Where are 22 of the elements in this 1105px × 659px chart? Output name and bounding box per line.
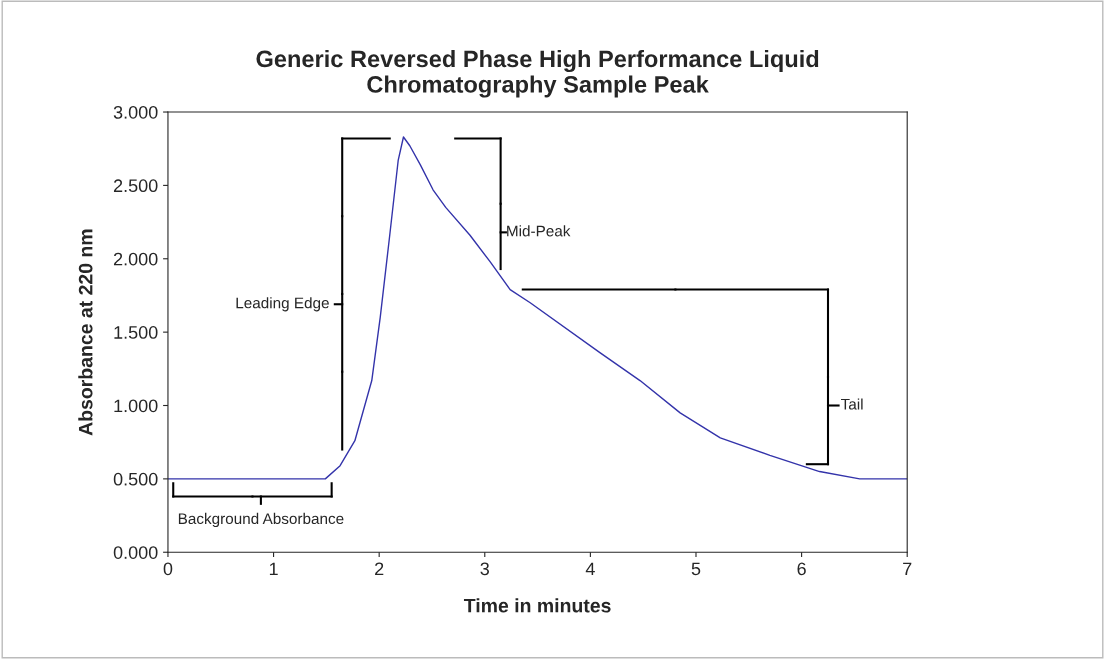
y-tick-label: 2.000: [113, 252, 158, 266]
x-tick-label: 7: [903, 562, 912, 576]
x-tick-label: 0: [163, 562, 173, 576]
x-tick-label: 1: [269, 562, 278, 576]
y-tick-label: 0.500: [113, 472, 158, 486]
y-tick-label: 2.500: [113, 179, 158, 193]
y-tick-label: 3.000: [113, 105, 158, 119]
x-tick-label: 3: [480, 562, 490, 576]
x-axis-title: Time in minutes: [463, 598, 611, 613]
chart-title: Generic Reversed Phase High Performance Liquid Chromatography Sample Peak: [256, 49, 819, 98]
x-tick-label: 6: [797, 562, 806, 576]
annotation: Mid-Peak: [507, 225, 571, 237]
annotation: Background Absorbance: [178, 512, 344, 528]
annotation: Leading Edge: [236, 297, 329, 312]
y-tick-label: 1.000: [114, 399, 158, 413]
x-tick-label: 2: [375, 562, 384, 576]
y-axis-title: Absorbance at 220 nm: [78, 229, 93, 436]
annotation: Tail: [841, 398, 863, 410]
y-tick-label: 0.000: [113, 546, 158, 559]
y-tick-label: 1.500: [114, 326, 158, 339]
x-tick-label: 4: [585, 562, 595, 576]
x-tick-label: 5: [691, 562, 701, 576]
